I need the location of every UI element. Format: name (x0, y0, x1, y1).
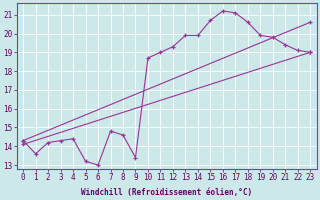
X-axis label: Windchill (Refroidissement éolien,°C): Windchill (Refroidissement éolien,°C) (81, 188, 252, 197)
